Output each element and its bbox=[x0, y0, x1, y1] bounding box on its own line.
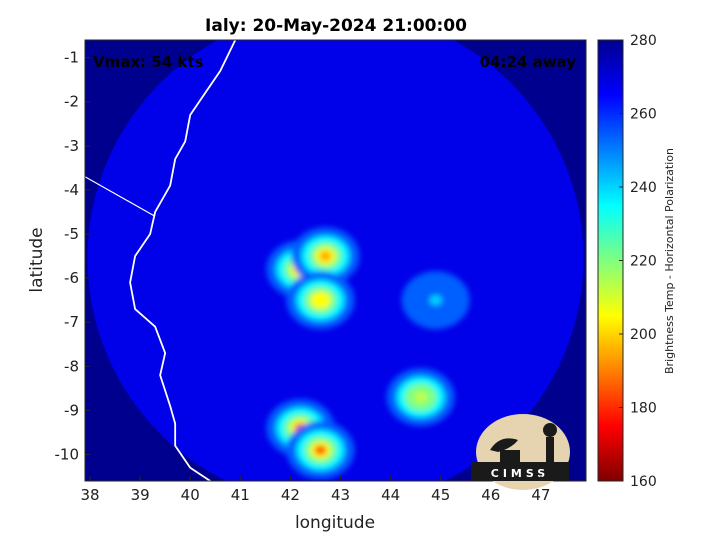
x-tick-label: 39 bbox=[131, 486, 150, 504]
colorbar-tick-label: 280 bbox=[630, 33, 657, 49]
vmax-annotation: Vmax: 54 kts bbox=[93, 53, 203, 71]
y-tick-label: -6 bbox=[64, 269, 79, 287]
feature-eastern-cell bbox=[386, 368, 455, 427]
x-tick-label: 41 bbox=[231, 486, 250, 504]
x-tick-label: 44 bbox=[381, 486, 400, 504]
cimss-logo: CIMSS bbox=[471, 414, 570, 490]
y-tick-label: -10 bbox=[55, 446, 80, 464]
y-tick-label: -3 bbox=[64, 137, 79, 155]
colorbar-tick-label: 160 bbox=[630, 474, 657, 490]
y-tick-label: -7 bbox=[64, 313, 79, 331]
plot-frame bbox=[84, 39, 587, 482]
chart-title: Ialy: 20-May-2024 21:00:00 bbox=[205, 16, 467, 36]
y-tick-label: -5 bbox=[64, 225, 79, 243]
colorbar-ticks: 280 260 240 220 200 180 160 bbox=[619, 33, 657, 490]
coastline-path bbox=[129, 40, 237, 481]
y-tick-label: -1 bbox=[64, 49, 79, 67]
feature-eastern-cell-2 bbox=[401, 271, 470, 330]
x-tick-label: 45 bbox=[431, 486, 450, 504]
swath-image bbox=[85, 40, 586, 481]
colorbar-tick-label: 220 bbox=[630, 254, 657, 270]
y-axis-label: latitude bbox=[27, 227, 47, 292]
colorbar bbox=[597, 39, 624, 482]
feature-core-east bbox=[291, 227, 360, 285]
colorbar-tick-label: 200 bbox=[630, 327, 657, 343]
y-tick-label: -8 bbox=[64, 357, 79, 375]
y-tick-label: -4 bbox=[64, 181, 79, 199]
y-axis-ticks: -1 -2 -3 -4 -5 -6 -7 -8 -9 -10 bbox=[55, 49, 90, 464]
colorbar-tick-label: 240 bbox=[630, 180, 657, 196]
coastline bbox=[85, 40, 237, 481]
cimss-logo-text: CIMSS bbox=[491, 467, 549, 480]
x-axis-label: longitude bbox=[295, 513, 375, 533]
x-tick-label: 46 bbox=[481, 486, 500, 504]
feature-spiral-arm bbox=[286, 271, 355, 330]
feature-southern-band-2 bbox=[286, 421, 355, 480]
x-tick-label: 43 bbox=[331, 486, 350, 504]
border-line bbox=[85, 176, 156, 217]
colorbar-tick-label: 260 bbox=[630, 107, 657, 123]
y-tick-label: -2 bbox=[64, 93, 79, 111]
x-tick-label: 47 bbox=[531, 486, 550, 504]
x-tick-label: 42 bbox=[281, 486, 300, 504]
x-axis-ticks: 38 39 40 41 42 43 44 45 46 47 bbox=[80, 476, 550, 504]
time-away-annotation: 04:24 away bbox=[480, 53, 577, 71]
colorbar-label: Brightness Temp - Horizontal Polarizatio… bbox=[663, 148, 676, 374]
y-tick-label: -9 bbox=[64, 401, 79, 419]
colorbar-tick-label: 180 bbox=[630, 401, 657, 417]
x-tick-label: 38 bbox=[80, 486, 99, 504]
x-tick-label: 40 bbox=[181, 486, 200, 504]
